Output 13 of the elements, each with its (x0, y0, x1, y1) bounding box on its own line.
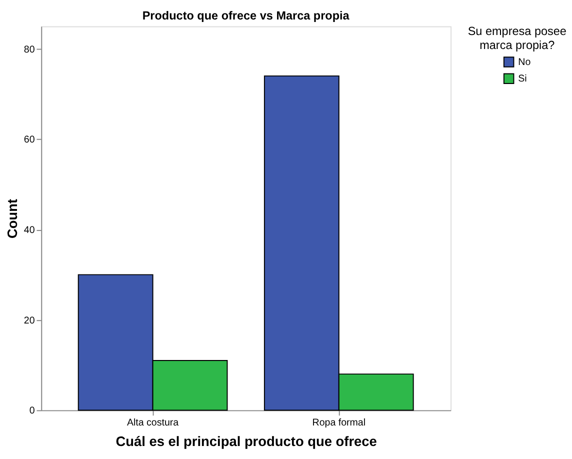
legend-label: Si (518, 74, 527, 85)
y-tick-label: 60 (24, 134, 36, 146)
y-tick-label: 40 (24, 224, 36, 236)
legend-title: Su empresa posee marca propia? (468, 25, 567, 52)
y-tick-label: 80 (24, 44, 36, 56)
legend-label: No (518, 56, 532, 68)
y-tick-label: 20 (24, 315, 36, 326)
y-axis-title: Count (5, 198, 20, 239)
chart-title: Producto que ofrece vs Marca propia (142, 9, 350, 22)
x-tick-label: Ropa formal (312, 417, 366, 428)
x-tick-label: Alta costura (126, 417, 180, 428)
x-axis-title: Cuál es el principal producto que ofrece (116, 434, 378, 449)
y-tick-label: 0 (29, 406, 36, 417)
